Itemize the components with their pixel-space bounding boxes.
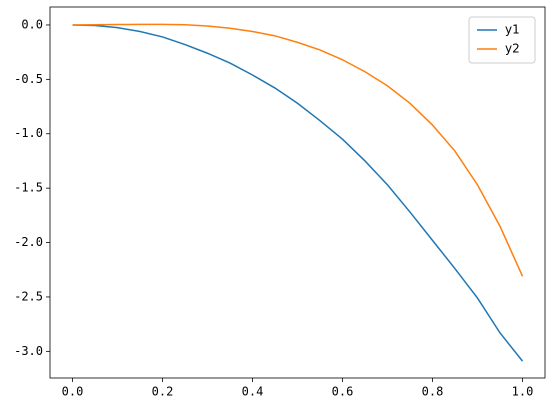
x-tick-label: 0.0 [62, 385, 84, 399]
x-tick-label: 0.8 [422, 385, 444, 399]
x-tick-label: 0.6 [332, 385, 354, 399]
x-tick-label: 0.4 [242, 385, 264, 399]
plot-frame [49, 6, 546, 379]
legend-box [468, 16, 536, 64]
line-series [72, 24, 524, 362]
x-tick-label: 0.2 [152, 385, 174, 399]
y-tick-label: -2.0 [14, 235, 43, 249]
y-tick-label: -1.0 [14, 126, 43, 140]
y-tick-label: -1.5 [14, 181, 43, 195]
y-tick-label: -2.5 [14, 289, 43, 303]
legend-label: y1 [505, 23, 520, 37]
x-tick-label: 1.0 [512, 385, 534, 399]
y-tick-label: -0.5 [14, 72, 43, 86]
y-tick-label: 0.0 [21, 17, 43, 31]
line-series [72, 23, 524, 277]
legend-label: y2 [505, 42, 520, 56]
y-tick-label: -3.0 [14, 344, 43, 358]
